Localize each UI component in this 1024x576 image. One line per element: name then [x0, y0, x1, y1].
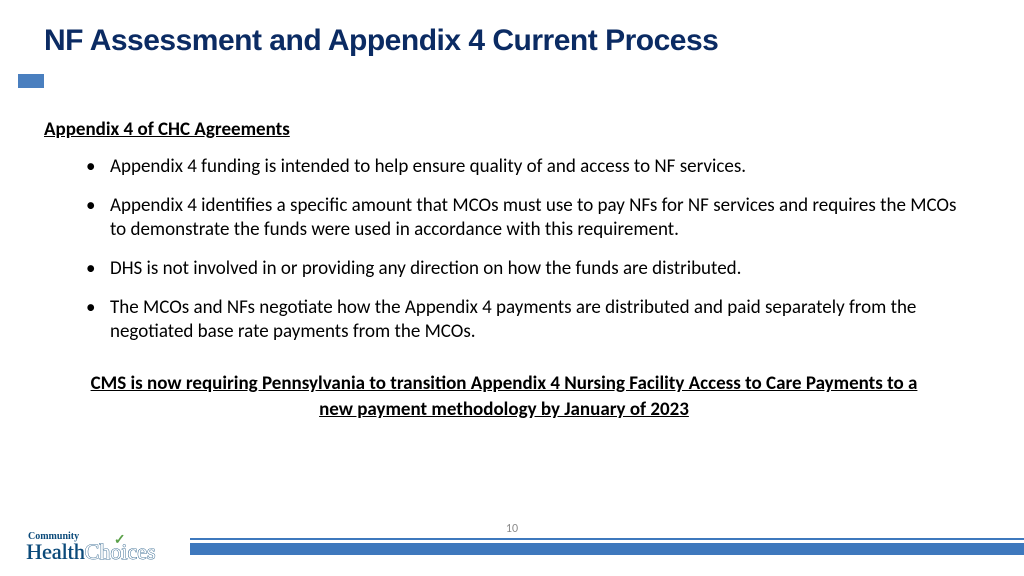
list-item: DHS is not involved in or providing any …: [86, 257, 964, 282]
content-area: Appendix 4 of CHC Agreements Appendix 4 …: [44, 118, 964, 422]
footer-thin-rule: [190, 538, 1024, 540]
list-item: Appendix 4 identifies a specific amount …: [86, 194, 964, 243]
logo: Community HealthChoices ✓: [26, 531, 156, 562]
check-icon: ✓: [114, 535, 126, 548]
title-accent-bar: [18, 74, 44, 88]
footer-thick-rule: [190, 543, 1024, 555]
list-item: Appendix 4 funding is intended to help e…: [86, 155, 964, 180]
callout-text: CMS is now requiring Pennsylvania to tra…: [44, 371, 964, 422]
logo-main-text: HealthChoices ✓: [26, 542, 156, 562]
logo-health-text: Health: [26, 539, 85, 564]
section-heading: Appendix 4 of CHC Agreements: [44, 118, 964, 141]
list-item: The MCOs and NFs negotiate how the Appen…: [86, 296, 964, 345]
footer: 10 Community HealthChoices ✓: [0, 522, 1024, 562]
slide-title: NF Assessment and Appendix 4 Current Pro…: [44, 24, 964, 59]
bullet-list: Appendix 4 funding is intended to help e…: [44, 155, 964, 345]
